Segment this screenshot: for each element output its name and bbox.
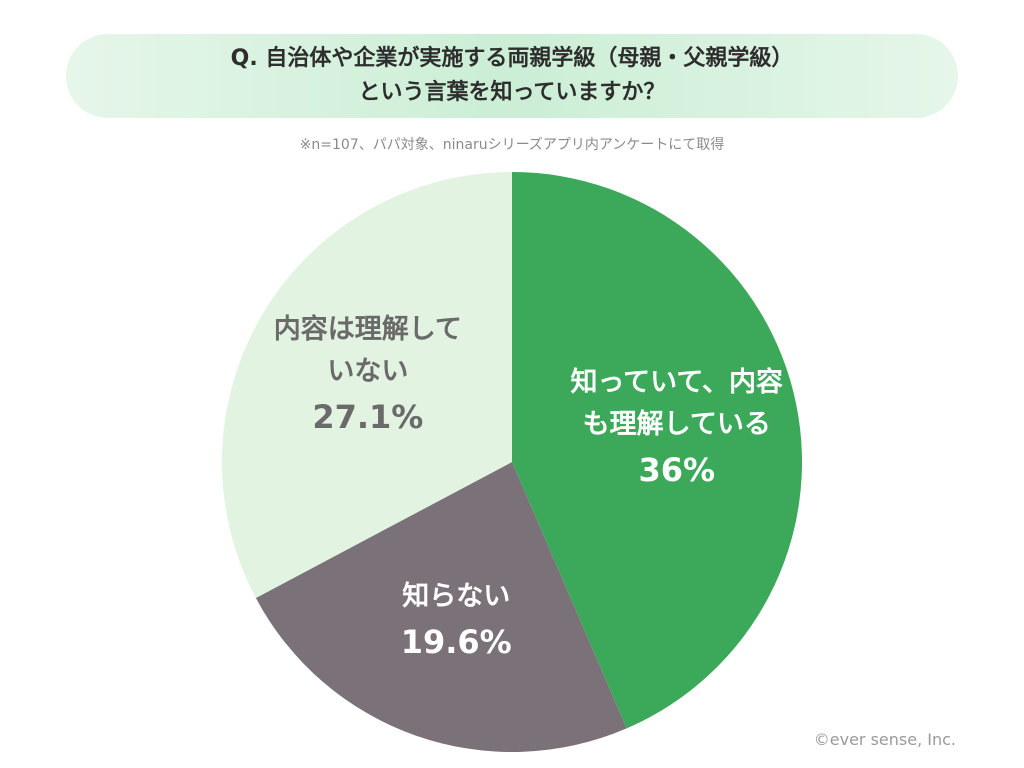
title: Q. 自治体や企業が実施する両親学級（母親・父親学級） という言葉を知っています… [66,34,958,118]
slice-category: 知っていて、内容 も理解している [570,367,783,441]
slice-value: 36% [638,451,716,490]
slice-label: 知っていて、内容 も理解している 36% [570,362,783,494]
slice-category: 知らない [402,580,511,612]
pie-slice [222,172,512,599]
slice-value: 27.1% [312,398,424,437]
credit: ©ever sense, Inc. [813,730,956,749]
slice-value: 19.6% [400,622,512,661]
pie-slice [512,172,803,729]
slice-label: 内容は理解して いない 27.1% [274,309,462,441]
pie-slice [255,462,627,752]
slice-label: 知らない 19.6% [401,576,512,666]
slice-category: 内容は理解して いない [273,314,462,388]
subtitle: ※n=107、パパ対象、ninaruシリーズアプリ内アンケートにて取得 [299,137,725,153]
